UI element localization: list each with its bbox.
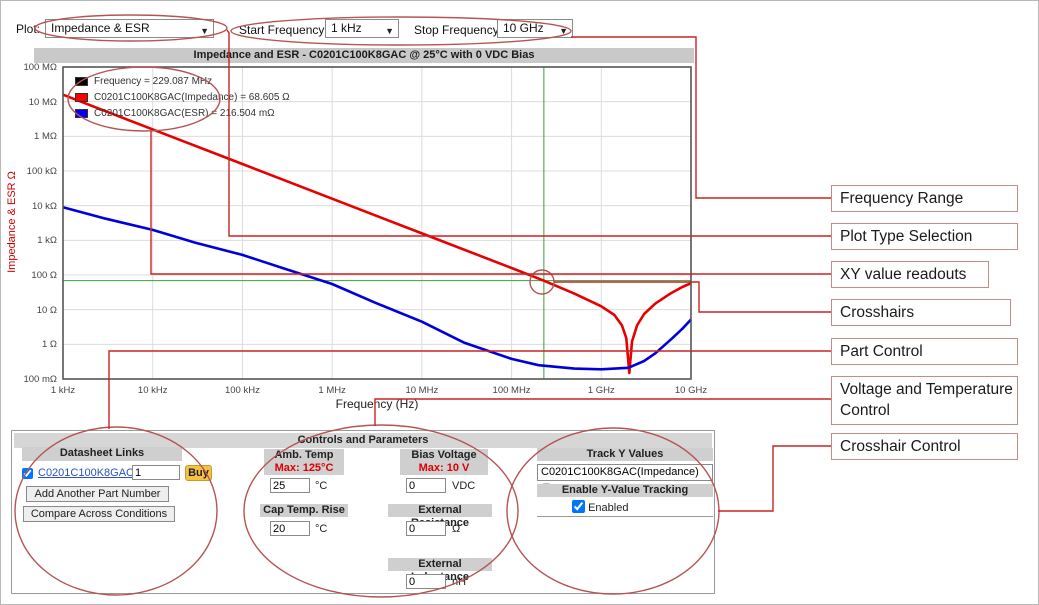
compare-across-conditions-button[interactable]: Compare Across Conditions bbox=[23, 506, 175, 522]
external-inductance-header: External Inductance bbox=[388, 558, 492, 583]
enable-y-tracking-header: Enable Y-Value Tracking bbox=[537, 484, 713, 497]
legend-item-impedance: C0201C100K8GAC(Impedance) = 68.605 Ω bbox=[75, 89, 290, 105]
chevron-down-icon: ▼ bbox=[559, 26, 568, 36]
x-axis-title: Frequency (Hz) bbox=[335, 397, 419, 411]
x-tick-label: 10 kHz bbox=[137, 385, 168, 396]
external-resistance-input[interactable] bbox=[406, 521, 446, 536]
bias-voltage-title: Bias Voltage bbox=[411, 449, 477, 461]
track-y-values-value: C0201C100K8GAC(Impedance) bbox=[541, 466, 699, 478]
divider bbox=[537, 516, 713, 517]
start-frequency-value: 1 kHz bbox=[331, 21, 362, 35]
stop-frequency-value: 10 GHz bbox=[503, 21, 544, 35]
stop-frequency-dropdown[interactable]: 10 GHz ▼ bbox=[497, 19, 573, 38]
track-y-values-header: Track Y Values bbox=[537, 448, 713, 461]
enable-tracking-row: Enabled bbox=[572, 500, 628, 514]
x-tick-label: 10 MHz bbox=[405, 385, 439, 396]
legend-item-frequency: Frequency = 229.087 MHz bbox=[75, 73, 290, 89]
x-tick-label: 1 GHz bbox=[587, 385, 615, 396]
crosshair-control-connector bbox=[718, 445, 831, 512]
x-tick-label: 100 kHz bbox=[224, 385, 260, 396]
buy-button[interactable]: Buy bbox=[185, 465, 212, 481]
callout-part-control: Part Control bbox=[831, 338, 1018, 365]
x-tick-label: 10 GHz bbox=[674, 385, 708, 396]
callout-plot-type-selection: Plot Type Selection bbox=[831, 223, 1018, 250]
impedance-swatch bbox=[75, 92, 88, 102]
amb-temp-title: Amb. Temp bbox=[274, 449, 334, 461]
y-tick-label: 1 Ω bbox=[41, 339, 57, 351]
bias-voltage-header: Bias Voltage Max: 10 V bbox=[400, 449, 488, 475]
enabled-label: Enabled bbox=[588, 502, 629, 514]
series-C0201C100K8GAC(Impedance) bbox=[62, 93, 692, 375]
legend-impedance-readout: C0201C100K8GAC(Impedance) = 68.605 Ω bbox=[94, 91, 290, 103]
y-tick-label: 100 kΩ bbox=[26, 166, 57, 177]
stop-frequency-label: Stop Frequency: bbox=[414, 23, 503, 37]
amb-temp-max: Max: 125°C bbox=[274, 462, 334, 474]
x-tick-label: 100 MHz bbox=[492, 385, 531, 396]
y-tick-label: 1 MΩ bbox=[34, 131, 57, 143]
external-inductance-unit: nH bbox=[452, 576, 467, 588]
external-inductance-input[interactable] bbox=[406, 574, 446, 589]
amb-temp-header: Amb. Temp Max: 125°C bbox=[264, 449, 344, 475]
legend-frequency-readout: Frequency = 229.087 MHz bbox=[94, 75, 213, 87]
bias-voltage-unit: VDC bbox=[452, 480, 476, 492]
x-tick-label: 1 MHz bbox=[318, 385, 346, 396]
bias-voltage-input[interactable] bbox=[406, 478, 446, 493]
crosshairs-connector bbox=[554, 281, 831, 313]
y-tick-label: 100 MΩ bbox=[23, 62, 57, 73]
callout-frequency-range: Frequency Range bbox=[831, 185, 1018, 212]
chart-legend: Frequency = 229.087 MHz C0201C100K8GAC(I… bbox=[75, 73, 290, 121]
controls-and-parameters-panel: Controls and Parameters Datasheet Links … bbox=[11, 430, 715, 594]
bias-voltage-max: Max: 10 V bbox=[418, 462, 470, 474]
track-y-values-dropdown[interactable]: C0201C100K8GAC(Impedance) ▼ bbox=[537, 464, 713, 493]
y-tick-label: 100 mΩ bbox=[23, 374, 57, 385]
cap-temp-rise-input[interactable] bbox=[270, 521, 310, 536]
chevron-down-icon: ▼ bbox=[200, 26, 209, 36]
series-C0201C100K8GAC(ESR) bbox=[62, 206, 692, 371]
add-part-number-button[interactable]: Add Another Part Number bbox=[26, 486, 169, 502]
chart-title: Impedance and ESR - C0201C100K8GAC @ 25°… bbox=[34, 48, 694, 63]
external-resistance-unit: Ω bbox=[452, 523, 461, 535]
enabled-checkbox[interactable] bbox=[572, 500, 585, 513]
y-tick-label: 10 Ω bbox=[36, 304, 57, 316]
plot-type-value: Impedance & ESR bbox=[51, 21, 150, 35]
y-tick-label: 1 kΩ bbox=[37, 235, 57, 247]
y-tick-label: 10 kΩ bbox=[31, 200, 57, 212]
y-tick-label: 10 MΩ bbox=[28, 96, 57, 108]
frequency-swatch bbox=[75, 76, 88, 86]
chevron-down-icon: ▼ bbox=[385, 26, 394, 36]
start-frequency-label: Start Frequency: bbox=[239, 23, 328, 37]
legend-esr-readout: C0201C100K8GAC(ESR) = 216.504 mΩ bbox=[94, 107, 275, 119]
quantity-input[interactable] bbox=[132, 465, 180, 480]
callout-crosshairs: Crosshairs bbox=[831, 299, 1011, 326]
external-resistance-header: External Resistance bbox=[388, 504, 492, 529]
crosshair-intersection-circle bbox=[529, 269, 555, 295]
cap-temp-rise-unit: °C bbox=[315, 523, 328, 535]
y-tick-label: 100 Ω bbox=[31, 270, 57, 281]
plot-type-dropdown[interactable]: Impedance & ESR ▼ bbox=[45, 19, 214, 38]
part-enable-checkbox[interactable] bbox=[22, 468, 33, 479]
plot-label: Plot: bbox=[16, 22, 41, 36]
datasheet-links-header: Datasheet Links bbox=[22, 447, 182, 461]
start-frequency-dropdown[interactable]: 1 kHz ▼ bbox=[325, 19, 399, 38]
panel-title: Controls and Parameters bbox=[14, 433, 712, 448]
legend-item-esr: C0201C100K8GAC(ESR) = 216.504 mΩ bbox=[75, 105, 290, 121]
callout-voltage-temperature-control: Voltage and Temperature Control bbox=[831, 376, 1018, 425]
callout-crosshair-control: Crosshair Control bbox=[831, 433, 1018, 460]
cap-temp-rise-header: Cap Temp. Rise bbox=[260, 504, 348, 517]
callout-xy-value-readouts: XY value readouts bbox=[831, 261, 989, 288]
esr-swatch bbox=[75, 108, 88, 118]
part-number-link[interactable]: C0201C100K8GAC bbox=[38, 467, 135, 479]
xy-readouts-connector bbox=[150, 131, 831, 275]
x-tick-label: 1 kHz bbox=[50, 385, 76, 396]
amb-temp-input[interactable] bbox=[270, 478, 310, 493]
amb-temp-unit: °C bbox=[315, 480, 328, 492]
